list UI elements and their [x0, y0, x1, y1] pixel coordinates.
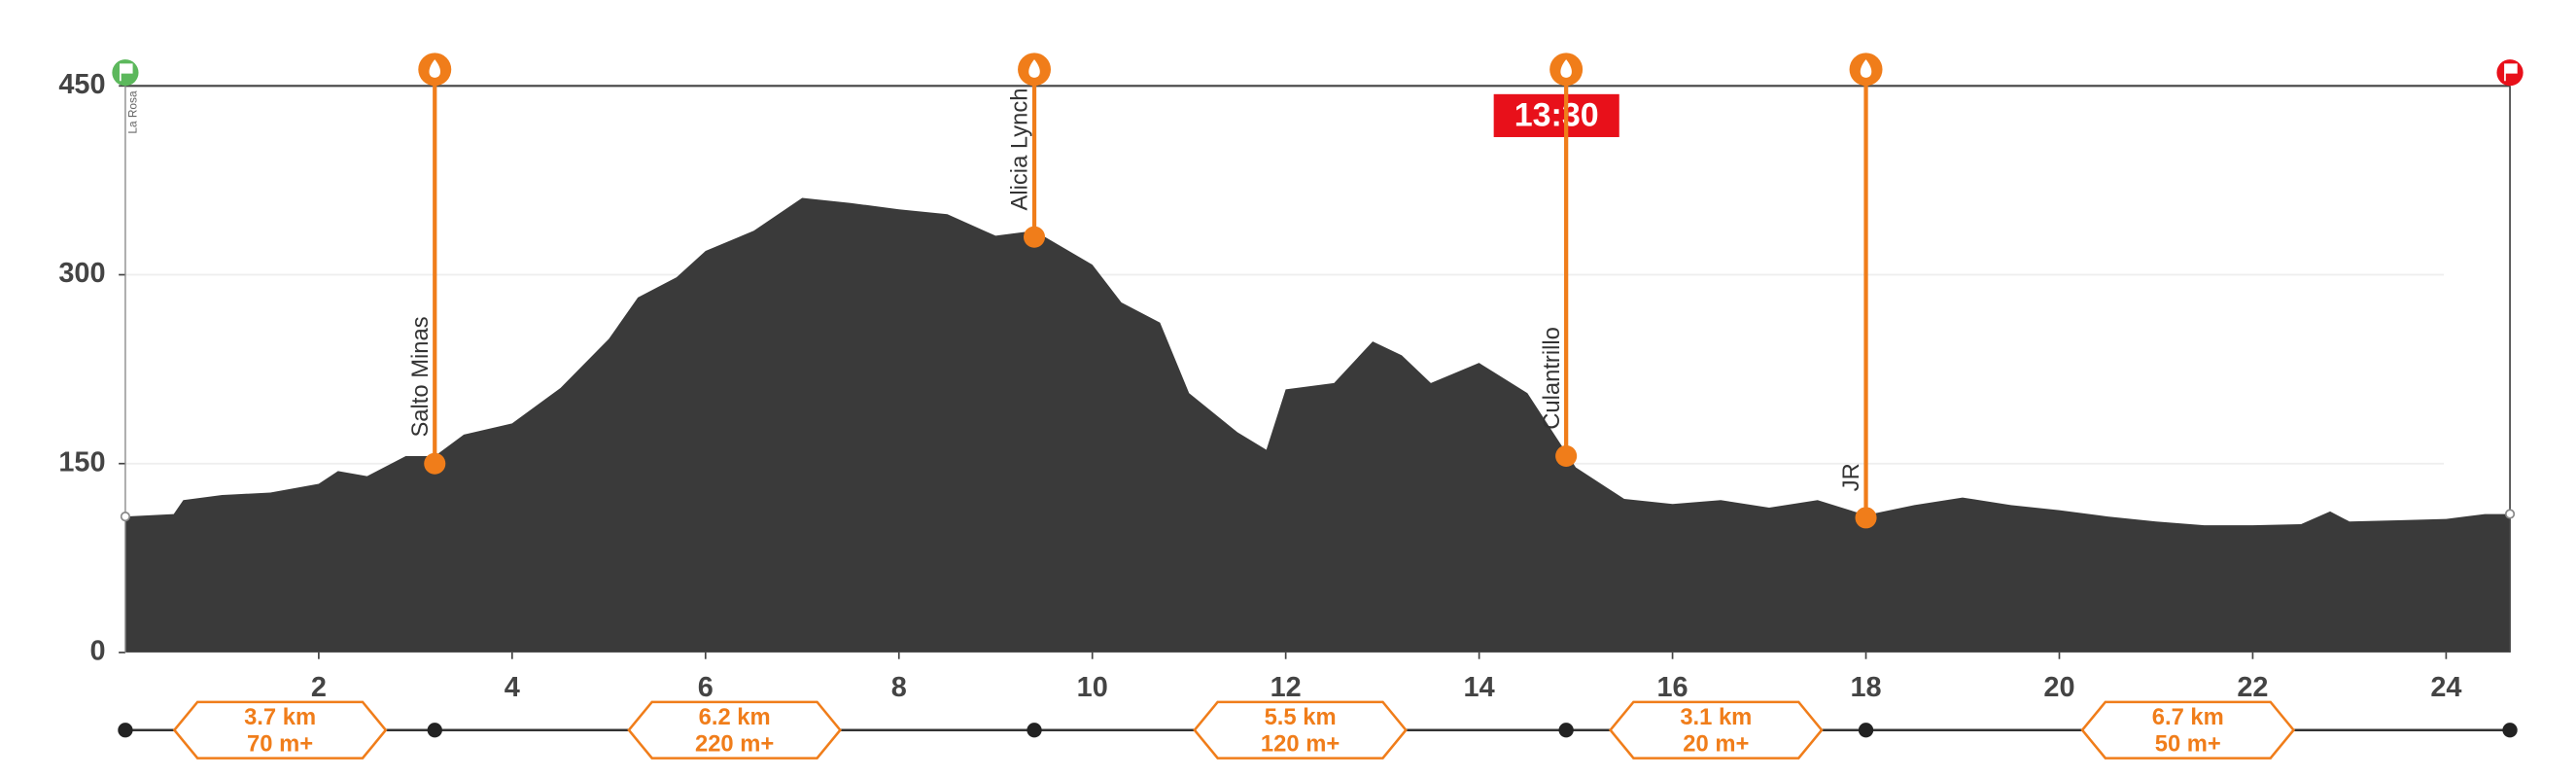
segment-dot — [1558, 723, 1574, 738]
x-tick-label: 4 — [505, 672, 520, 703]
segment-distance: 6.2 km — [699, 704, 771, 730]
checkpoint-dot — [424, 452, 446, 475]
segment-gain: 120 m+ — [1261, 730, 1340, 757]
x-tick-label: 14 — [1464, 672, 1495, 703]
water-drop — [1028, 59, 1040, 78]
segment-dot — [118, 723, 133, 738]
segment-gain: 220 m+ — [695, 730, 774, 757]
segment-dot — [1858, 723, 1874, 738]
checkpoint-dot — [1555, 444, 1578, 467]
checkpoint-dot — [1855, 507, 1877, 529]
segment-distance: 3.1 km — [1680, 704, 1752, 730]
profile-end-dot — [120, 511, 131, 522]
y-tick-label: 150 — [58, 446, 105, 477]
start-name: La Rosa — [126, 90, 140, 134]
y-tick-label: 0 — [89, 636, 105, 667]
checkpoint-name: Culantrillo — [1539, 327, 1565, 430]
y-tick-label: 450 — [58, 69, 105, 100]
segment-badge — [1193, 700, 1408, 760]
x-tick-label: 10 — [1077, 672, 1108, 703]
x-tick-label: 6 — [698, 672, 714, 703]
water-drop — [429, 59, 441, 78]
x-tick-label: 2 — [311, 672, 327, 703]
flag — [2504, 63, 2518, 82]
segment-badge — [1608, 700, 1824, 760]
segment-badge — [627, 700, 843, 760]
time-label: 13:30 — [1514, 97, 1599, 134]
checkpoint-name: Salto Minas — [407, 316, 434, 437]
segment-dot — [2502, 723, 2518, 738]
x-tick-label: 20 — [2043, 672, 2074, 703]
segment-dot — [427, 723, 442, 738]
segment-badge — [172, 700, 388, 760]
segment-badge — [2080, 700, 2296, 760]
checkpoint-dot — [1023, 226, 1046, 248]
segment-gain: 20 m+ — [1683, 730, 1749, 757]
segment-gain: 70 m+ — [247, 730, 313, 757]
time-label-box — [1493, 93, 1619, 137]
segment-distance: 5.5 km — [1265, 704, 1337, 730]
y-tick-label: 300 — [58, 258, 105, 289]
segment-gain: 50 m+ — [2155, 730, 2221, 757]
x-tick-label: 24 — [2430, 672, 2461, 703]
flag — [119, 63, 133, 82]
segment-distance: 3.7 km — [244, 704, 316, 730]
x-tick-label: 12 — [1271, 672, 1302, 703]
x-tick-label: 16 — [1657, 672, 1688, 703]
elevation-area — [124, 197, 2511, 653]
water-drop — [1560, 59, 1572, 78]
profile-end-dot — [2504, 509, 2516, 519]
segment-dot — [1027, 723, 1042, 738]
checkpoint-name: JR — [1838, 463, 1864, 491]
x-tick-label: 18 — [1850, 672, 1881, 703]
segment-distance: 6.7 km — [2152, 704, 2224, 730]
x-tick-label: 8 — [891, 672, 907, 703]
x-tick-label: 22 — [2237, 672, 2268, 703]
checkpoint-name: Alicia Lynch — [1007, 88, 1033, 211]
water-drop — [1860, 59, 1872, 78]
